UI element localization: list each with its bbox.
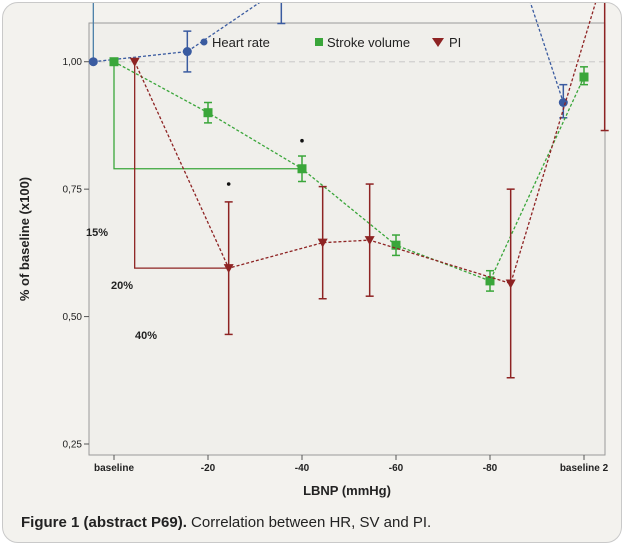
annotation-bracket <box>92 3 94 62</box>
pi-point <box>505 279 516 289</box>
x-tick-label: -20 <box>201 463 216 474</box>
figure-caption: Figure 1 (abstract P69). Correlation bet… <box>21 514 431 531</box>
pi-point <box>223 264 234 274</box>
x-tick-label: baseline 2 <box>560 463 609 474</box>
stroke-volume-point <box>297 164 307 174</box>
caption-text: Correlation between HR, SV and PI. <box>186 514 432 531</box>
heart-rate-point <box>182 47 192 57</box>
stroke-volume-line <box>113 61 585 282</box>
y-axis-label: % of baseline (x100) <box>17 177 32 301</box>
significance-marker <box>300 138 304 143</box>
annotation-bracket <box>134 61 229 269</box>
pi-point <box>364 236 375 246</box>
annotation-label: 20% <box>111 280 133 292</box>
line-chart: 0,250,500,751,001,251,501,75baseline-20-… <box>17 3 609 498</box>
stroke-volume-point <box>485 276 495 286</box>
stroke-volume-point <box>579 72 589 82</box>
significance-marker <box>226 182 231 186</box>
y-tick-label: 0,75 <box>63 185 83 196</box>
figure-card: 0,250,500,751,001,251,501,75baseline-20-… <box>2 2 622 543</box>
x-tick-label: -40 <box>295 463 310 474</box>
heart-rate-point <box>88 57 98 67</box>
annotation-bracket <box>113 61 302 170</box>
annotation-label: 15% <box>86 227 108 239</box>
stroke-volume-legend-label: Stroke volume <box>327 35 410 50</box>
y-tick-label: 0,50 <box>63 312 83 323</box>
plot-area <box>88 22 606 456</box>
stroke-volume-legend-marker <box>315 38 323 46</box>
x-axis-label: LBNP (mmHg) <box>303 483 391 498</box>
annotation-label: 40% <box>135 330 157 342</box>
stroke-volume-point <box>391 240 401 250</box>
pi-legend-marker <box>432 38 444 47</box>
x-tick-label: -60 <box>389 463 404 474</box>
stroke-volume-point <box>203 108 213 118</box>
pi-legend-label: PI <box>449 35 461 50</box>
y-tick-label: 1,00 <box>63 57 83 68</box>
heart-rate-legend-marker <box>200 38 208 46</box>
pi-line <box>134 3 597 285</box>
y-tick-label: 0,25 <box>63 440 83 451</box>
pi-point <box>129 57 140 67</box>
heart-rate-legend-label: Heart rate <box>212 35 270 50</box>
legend: Heart rate Stroke volume PI <box>200 35 461 50</box>
x-tick-label: baseline <box>94 463 134 474</box>
stroke-volume-point <box>109 57 119 67</box>
pi-point <box>317 238 328 248</box>
x-tick-label: -80 <box>483 463 498 474</box>
caption-label: Figure 1 (abstract P69). <box>21 514 187 531</box>
